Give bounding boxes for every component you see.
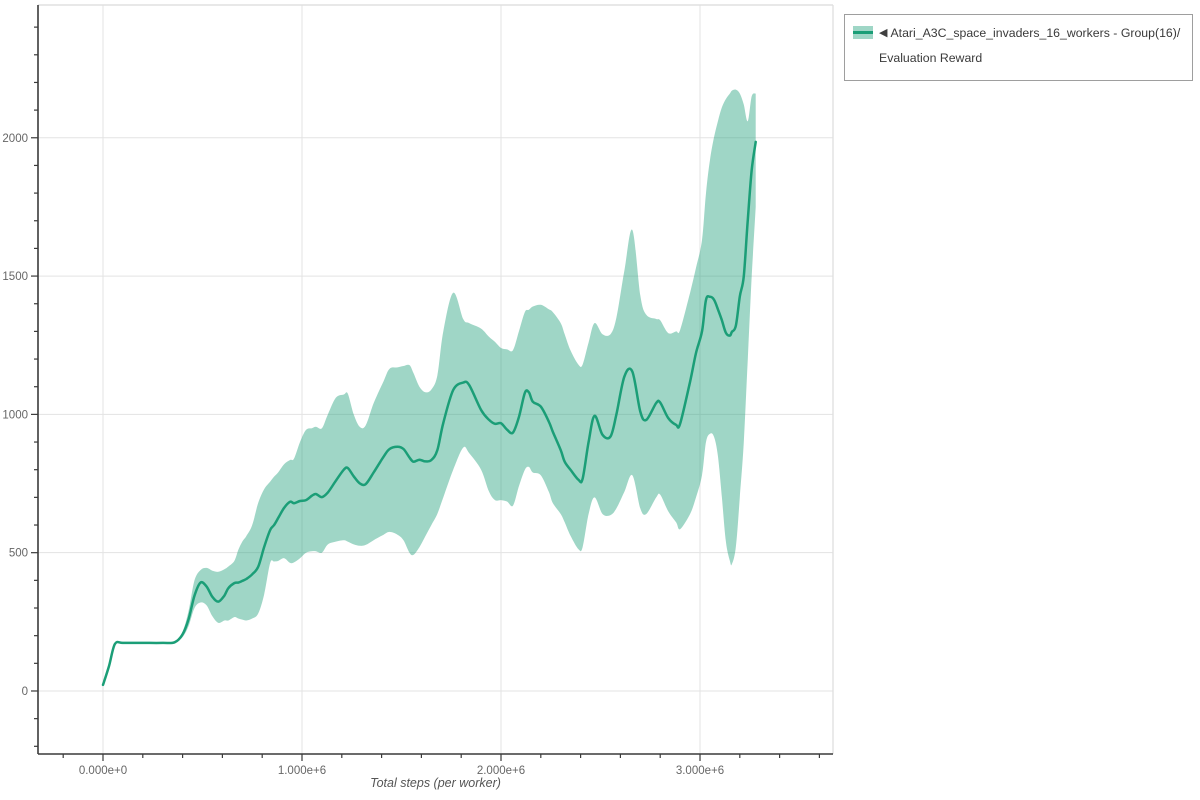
legend-label-line2: Evaluation Reward xyxy=(879,51,983,65)
legend-series-name: Atari_A3C_space_invaders_16_workers - Gr… xyxy=(890,26,1181,40)
x-tick-label: 3.000e+6 xyxy=(676,765,724,777)
series-line xyxy=(101,140,757,687)
x-tick-label: 1.000e+6 xyxy=(278,765,326,777)
confidence-band xyxy=(103,89,756,685)
legend-label-line1: ◀ Atari_A3C_space_invaders_16_workers - G… xyxy=(879,21,1180,46)
legend: ◀ Atari_A3C_space_invaders_16_workers - G… xyxy=(844,14,1193,81)
left-triangle-icon: ◀ xyxy=(879,27,888,39)
y-tick-label: 1000 xyxy=(2,409,28,421)
y-tick-label: 1500 xyxy=(2,271,28,283)
y-tick-label: 500 xyxy=(9,548,28,560)
series-line-sample xyxy=(853,31,873,34)
x-axis-title: Total steps (per worker) xyxy=(370,776,501,790)
x-tick-label: 0.000e+0 xyxy=(79,765,127,777)
legend-item[interactable]: ◀ Atari_A3C_space_invaders_16_workers - G… xyxy=(853,21,1186,70)
x-tick-label: 2.000e+6 xyxy=(477,765,525,777)
series-color-swatch xyxy=(853,26,873,39)
y-tick-label: 2000 xyxy=(2,133,28,145)
axis-ticks xyxy=(31,26,821,761)
y-tick-label: 0 xyxy=(22,686,28,698)
tick-labels: 0.000e+0 1.000e+6 2.000e+6 3.000e+6 0 500 1000… xyxy=(2,133,724,777)
legend-label: ◀ Atari_A3C_space_invaders_16_workers - G… xyxy=(879,21,1180,70)
gridlines xyxy=(38,4,834,754)
